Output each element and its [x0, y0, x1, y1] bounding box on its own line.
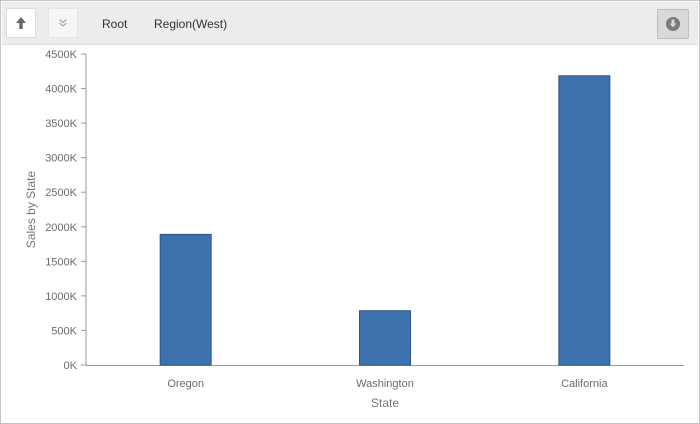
breadcrumb-root[interactable]: Root [102, 17, 128, 31]
x-tick-label: Washington [356, 378, 414, 390]
breadcrumb-region-west[interactable]: Region(West) [154, 17, 228, 31]
download-circle-icon [666, 17, 680, 31]
double-chevron-down-icon [59, 19, 67, 27]
y-tick-label: 2000K [45, 222, 77, 234]
bar-washington[interactable] [359, 310, 411, 366]
y-tick-label: 1000K [45, 291, 77, 303]
chart-toolbar: Root Region(West) [2, 2, 698, 45]
y-tick-label: 2500K [45, 187, 77, 199]
drill-down-button[interactable] [48, 8, 78, 38]
x-axis-title: State [371, 396, 399, 410]
y-tick-label: 0K [64, 360, 78, 372]
arrow-up-icon [16, 17, 26, 29]
y-axis-title: Sales by State [24, 170, 38, 248]
bar-california[interactable] [558, 75, 611, 366]
y-tick-label: 4000K [45, 84, 77, 96]
y-tick-label: 500K [51, 325, 77, 337]
y-tick-label: 4500K [45, 49, 77, 61]
drill-up-button[interactable] [6, 8, 36, 38]
bar-oregon[interactable] [159, 233, 212, 366]
x-tick-label: Oregon [167, 378, 204, 390]
y-tick-label: 3000K [45, 153, 77, 165]
download-button[interactable] [657, 9, 689, 39]
y-tick-label: 1500K [45, 256, 77, 268]
x-tick-label: California [561, 378, 608, 390]
y-tick-label: 3500K [45, 118, 77, 130]
